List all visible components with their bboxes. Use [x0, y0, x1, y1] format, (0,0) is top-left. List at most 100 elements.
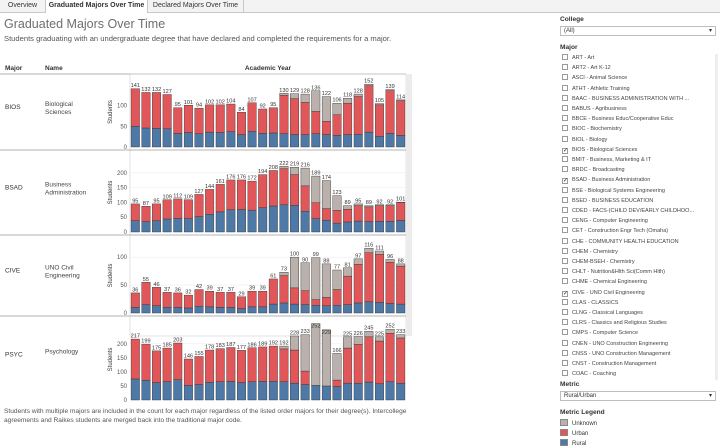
major-option[interactable]: ATHT - Athletic Training — [562, 84, 712, 94]
checkbox-icon[interactable] — [562, 319, 568, 326]
bar-total-label: 95 — [175, 102, 181, 108]
major-option[interactable]: BIOL - Biology — [562, 135, 712, 145]
major-option[interactable]: CNST - Construction Management — [562, 360, 712, 369]
checkbox-icon[interactable] — [562, 166, 568, 173]
major-option[interactable]: CNEN - UNO Construction Engineering — [562, 339, 712, 349]
bar-segment-rural — [183, 132, 193, 148]
bar-segment-unknown — [311, 257, 321, 300]
major-option[interactable]: BIOC - Biochemistry — [562, 125, 712, 134]
checkbox-icon[interactable] — [562, 64, 568, 71]
major-option[interactable]: ASCI - Animal Science — [562, 74, 712, 83]
bar-segment-urban — [205, 189, 215, 215]
metric-dropdown[interactable]: Rural/Urban ▾ — [560, 391, 716, 401]
major-option[interactable]: COAC - Coaching — [562, 370, 712, 379]
checkbox-checked-icon[interactable]: ✓ — [562, 147, 569, 154]
major-option[interactable]: ART - Art — [562, 54, 712, 63]
major-option[interactable]: ART2 - Art K-12 — [562, 64, 712, 73]
bar-segment-rural — [353, 133, 363, 148]
major-option[interactable]: CLAS - CLASSICS — [562, 298, 712, 308]
checkbox-icon[interactable] — [562, 258, 568, 264]
metric-filter-label: Metric — [560, 381, 580, 388]
major-option[interactable]: CLRS - Classics and Religious Studies — [562, 319, 712, 328]
bar-total-label: 199 — [141, 339, 150, 345]
checkbox-icon[interactable] — [562, 207, 568, 213]
major-option[interactable]: ✓ CIVE - UNO Civil Engineering — [562, 289, 712, 298]
bar-segment-unknown — [396, 99, 406, 101]
checkbox-icon[interactable] — [562, 278, 568, 285]
checkbox-icon[interactable] — [562, 105, 568, 111]
major-option[interactable]: CMPS - Computer Science — [562, 329, 712, 338]
checkbox-icon[interactable] — [562, 268, 568, 275]
checkbox-icon[interactable] — [562, 125, 568, 132]
major-option[interactable]: CNSS - UNO Construction Management — [562, 349, 712, 359]
major-option[interactable]: CET - Construction Engr Tech (Omaha) — [562, 227, 712, 236]
checkbox-checked-icon[interactable]: ✓ — [562, 290, 569, 297]
major-option[interactable]: CHLT - Nutrition&Hlth Sci(Comm Hlth) — [562, 268, 712, 277]
row-major-name: UNO Civil — [45, 265, 74, 272]
bar-segment-unknown — [364, 205, 374, 208]
checkbox-checked-icon[interactable]: ✓ — [562, 178, 569, 185]
major-option[interactable]: BRDC - Broadcasting — [562, 166, 712, 175]
major-option[interactable]: CLNG - Classical Languages — [562, 309, 712, 318]
bar-total-label: 92 — [376, 199, 382, 205]
checkbox-icon[interactable] — [562, 74, 568, 81]
major-list-scrollbar[interactable] — [715, 54, 718, 380]
checkbox-icon[interactable] — [562, 360, 568, 366]
bar-segment-urban — [215, 104, 225, 133]
major-option[interactable]: BAAC - BUSINESS ADMINISTRATION WITH ... — [562, 94, 712, 104]
bar-total-label: 99 — [313, 252, 319, 258]
tab-graduated-majors[interactable]: Graduated Majors Over Time — [46, 0, 148, 13]
checkbox-icon[interactable] — [562, 54, 568, 60]
checkbox-icon[interactable] — [562, 186, 568, 193]
checkbox-icon[interactable] — [562, 94, 568, 101]
major-option-label: BIOL - Biology — [572, 136, 608, 143]
bar-total-label: 39 — [260, 286, 266, 292]
checkbox-icon[interactable] — [562, 349, 568, 356]
major-option[interactable]: CHE - COMMUNITY HEALTH EDUCATION — [562, 237, 712, 247]
bar-total-label: 81 — [344, 262, 350, 268]
major-option[interactable]: BBCE - Business Educ/Cooperative Educ — [562, 115, 712, 124]
bar-segment-rural — [162, 381, 172, 401]
checkbox-icon[interactable] — [562, 115, 568, 122]
bar-segment-rural — [353, 302, 363, 314]
checkbox-icon[interactable] — [562, 247, 568, 254]
major-option[interactable]: BMIT - Business, Marketing & IT — [562, 156, 712, 165]
major-option[interactable]: CHEM - Chemistry — [562, 247, 712, 257]
major-option[interactable]: ✓ BSAD - Business Administration — [562, 176, 712, 185]
checkbox-icon[interactable] — [562, 135, 568, 142]
bar-segment-rural — [183, 307, 193, 314]
major-option[interactable]: CHEM-BSEH - Chemistry — [562, 258, 712, 267]
major-option[interactable]: CENG - Computer Engineering — [562, 217, 712, 226]
bar-segment-urban — [130, 88, 140, 127]
checkbox-icon[interactable] — [562, 196, 568, 203]
major-option[interactable]: BSED - BUSINESS EDUCATION — [562, 196, 712, 206]
major-option[interactable]: BSE - Biological Systems Engineering — [562, 186, 712, 196]
checkbox-icon[interactable] — [562, 370, 568, 377]
checkbox-icon[interactable] — [562, 227, 568, 234]
bar-segment-urban — [247, 180, 257, 211]
bar-total-label: 245 — [364, 326, 373, 332]
checkbox-icon[interactable] — [562, 84, 568, 91]
bar-total-label: 155 — [194, 351, 203, 357]
bar-segment-rural — [226, 381, 236, 401]
metric-legend-label: Metric Legend — [560, 409, 605, 416]
major-option[interactable]: CDED - FACS-(CHILD DEV/EARLY CHILDHOO... — [562, 207, 712, 216]
checkbox-icon[interactable] — [562, 309, 568, 315]
checkbox-icon[interactable] — [562, 237, 568, 244]
major-option[interactable]: ✓ BIOS - Biological Sciences — [562, 146, 712, 155]
college-dropdown[interactable]: (All) ▾ — [560, 26, 716, 36]
checkbox-icon[interactable] — [562, 329, 568, 336]
tab-overview[interactable]: Overview — [0, 0, 46, 13]
major-option[interactable]: CHME - Chemical Engineering — [562, 278, 712, 287]
checkbox-icon[interactable] — [562, 298, 568, 305]
major-option-label: BSE - Biological Systems Engineering — [572, 187, 665, 194]
checkbox-icon[interactable] — [562, 156, 568, 162]
y-tick-label: 100 — [117, 104, 128, 110]
bar-segment-rural — [130, 220, 140, 233]
bar-segment-rural — [173, 133, 183, 148]
bar-total-label: 192 — [279, 341, 288, 347]
checkbox-icon[interactable] — [562, 217, 568, 224]
major-option[interactable]: BABUS - Agribusiness — [562, 105, 712, 114]
tab-declared-majors[interactable]: Declared Majors Over Time — [148, 0, 244, 13]
checkbox-icon[interactable] — [562, 339, 568, 346]
